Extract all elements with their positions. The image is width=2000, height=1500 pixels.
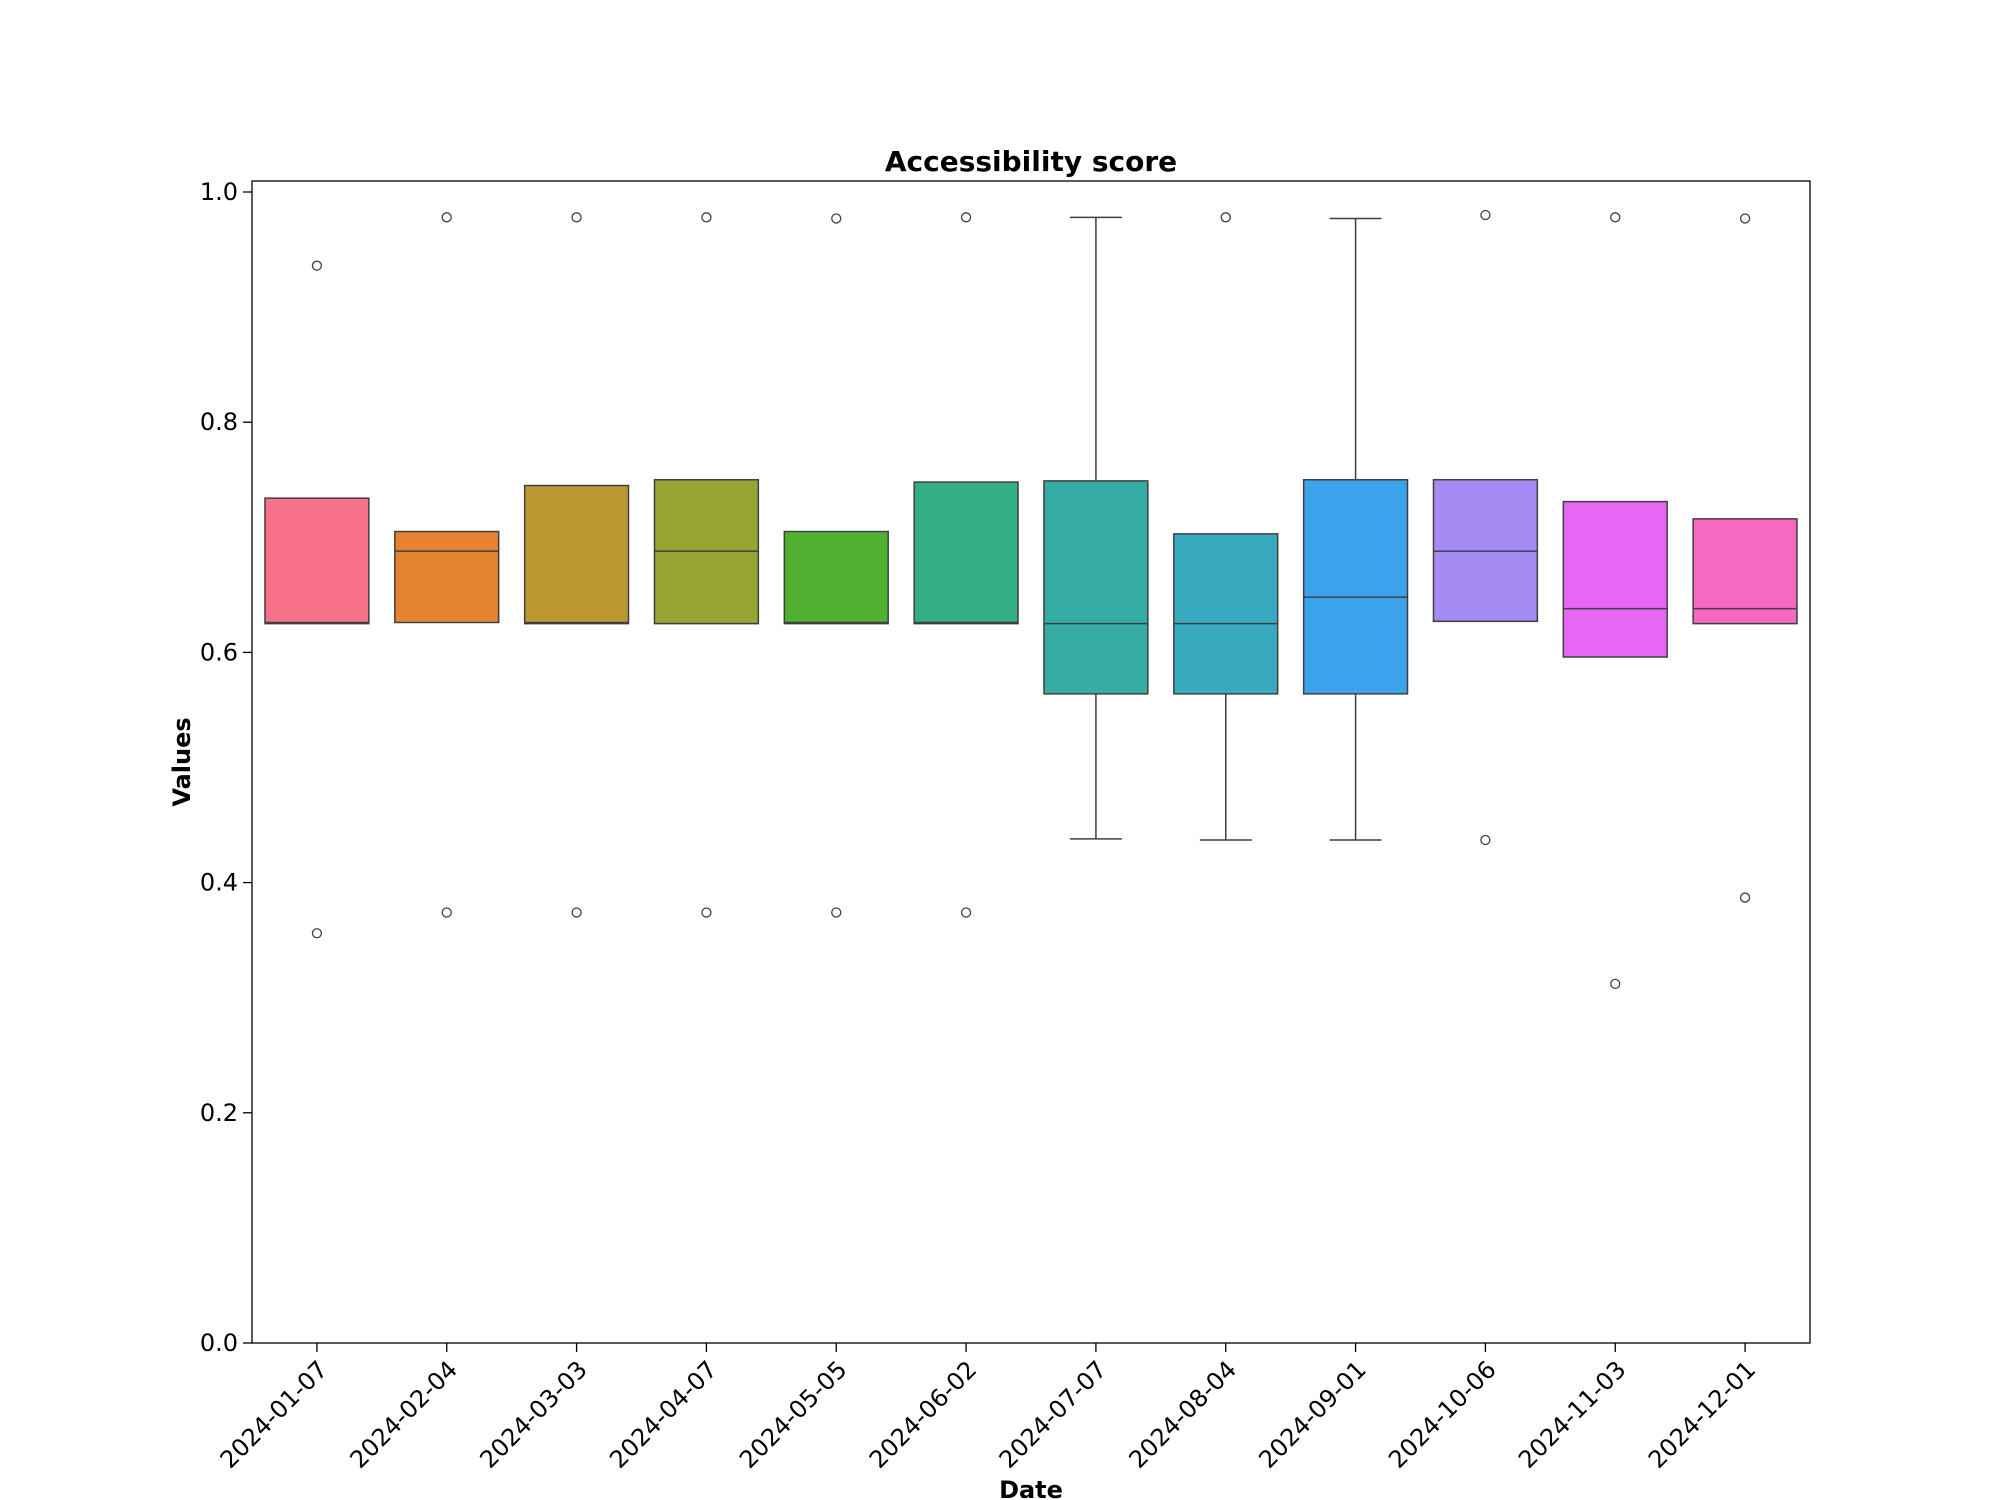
- y-tick-label: 0.6: [200, 638, 238, 666]
- box: [1173, 533, 1279, 695]
- box-group-2024-03-03: [523, 484, 630, 625]
- box-group-2024-07-07: [1043, 216, 1149, 840]
- y-tick-label: 1.0: [200, 178, 238, 206]
- box-group-2024-05-05: [783, 530, 889, 625]
- outlier-point: [701, 907, 712, 918]
- box-group-2024-06-02: [913, 481, 1019, 625]
- box-group-2024-09-01: [1302, 217, 1409, 841]
- outlier-point: [571, 212, 582, 223]
- x-axis-label: Date: [999, 1476, 1063, 1500]
- box-group-2024-11-03: [1562, 500, 1668, 658]
- y-tick-label: 0.4: [200, 869, 238, 897]
- outlier-point: [441, 212, 452, 223]
- box: [523, 484, 630, 625]
- y-axis: 0.0 0.2 0.4 0.6 0.8 1.0: [200, 178, 252, 1357]
- box-group-2024-12-01: [1692, 518, 1798, 625]
- box: [1043, 480, 1149, 695]
- outlier-point: [701, 212, 712, 223]
- box: [1562, 500, 1668, 658]
- outlier-point: [1610, 212, 1621, 223]
- outlier-point: [960, 907, 972, 918]
- box: [783, 530, 889, 625]
- outlier-point: [831, 907, 842, 918]
- y-tick-label: 0.8: [200, 408, 238, 436]
- outlier-point: [311, 260, 323, 271]
- box-group-2024-01-07: [264, 497, 370, 625]
- box-group-2024-08-04: [1173, 533, 1279, 841]
- box: [1302, 479, 1409, 695]
- outlier-point: [1739, 213, 1751, 224]
- outlier-point: [1610, 978, 1621, 990]
- y-tick-label: 0.2: [200, 1099, 238, 1127]
- outlier-point: [1220, 212, 1231, 223]
- box-group-2024-04-07: [653, 479, 760, 625]
- box: [394, 530, 500, 624]
- outlier-point: [831, 213, 842, 224]
- box: [264, 497, 370, 625]
- fliers-layer: [311, 209, 1751, 990]
- outlier-point: [1480, 209, 1491, 221]
- outlier-point: [1480, 834, 1491, 846]
- outlier-point: [571, 907, 582, 918]
- box: [1692, 518, 1798, 625]
- y-tick-label: 0.0: [200, 1329, 238, 1357]
- box-group-2024-02-04: [394, 530, 500, 624]
- outlier-point: [311, 928, 323, 939]
- box-group-2024-10-06: [1432, 479, 1539, 623]
- chart-title: Accessibility score: [885, 145, 1177, 178]
- box: [913, 481, 1019, 625]
- y-axis-label: Values: [168, 717, 196, 806]
- outlier-point: [441, 907, 452, 918]
- outlier-point: [960, 212, 972, 223]
- outlier-point: [1739, 892, 1751, 903]
- boxes-layer: [264, 216, 1798, 841]
- plot-frame: [251, 180, 1811, 1344]
